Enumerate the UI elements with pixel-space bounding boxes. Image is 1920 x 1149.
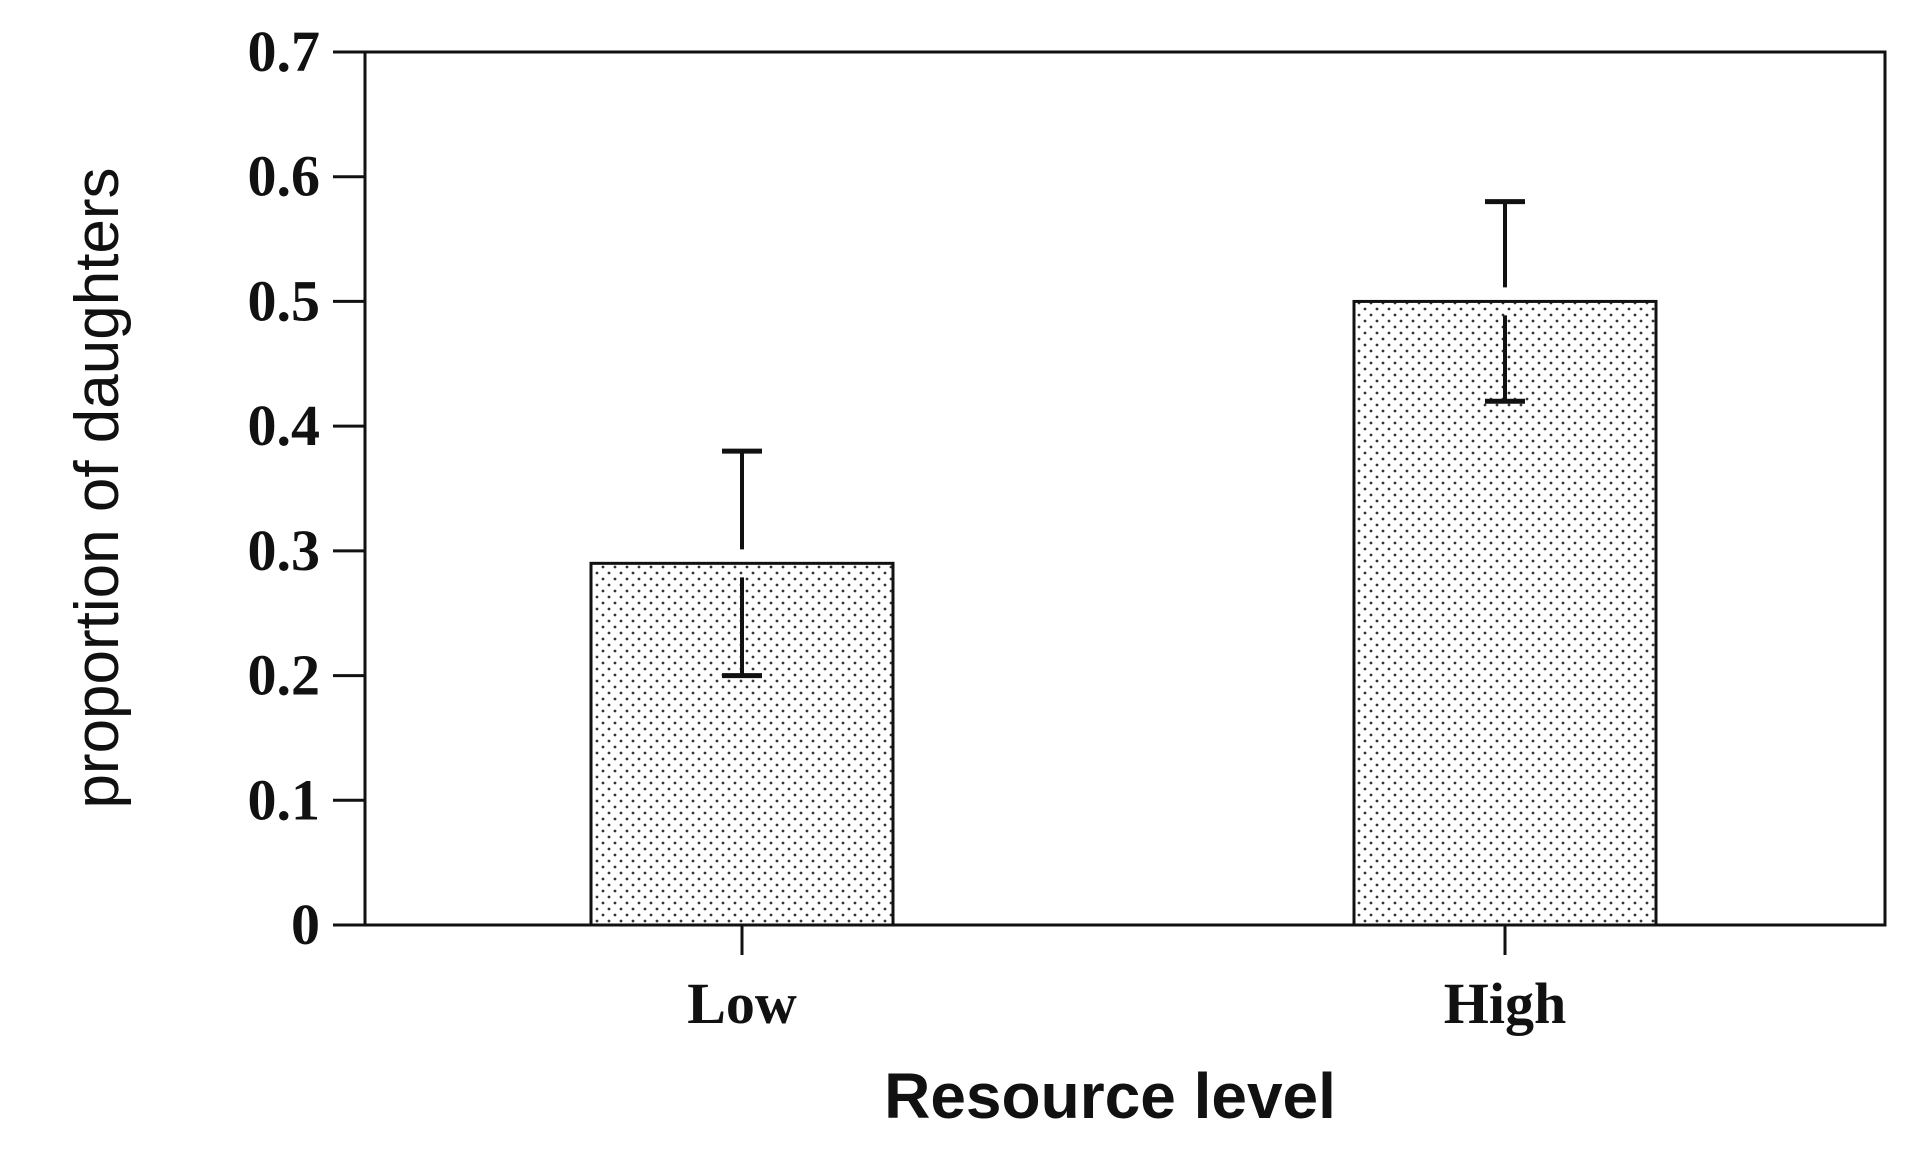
x-tick-label-low: Low (687, 971, 797, 1036)
y-tick-label: 0.4 (248, 393, 321, 458)
plot-area-frame (363, 50, 1887, 927)
y-tick-label: 0.6 (248, 144, 321, 209)
y-tick-label: 0.3 (248, 518, 321, 583)
y-tick-label: 0.2 (248, 643, 321, 708)
error-bars-layer (722, 199, 1525, 679)
x-axis-ticks: Low High (687, 925, 1566, 1036)
y-tick-label: 0.1 (248, 767, 321, 832)
y-axis-label: proportion of daughters (63, 167, 132, 808)
x-tick-label-high: High (1444, 971, 1567, 1036)
y-axis-ticks: 0 0.1 0.2 0.3 0.4 0.5 0.6 0.7 (248, 19, 365, 957)
x-axis-label: Resource level (884, 1060, 1336, 1132)
bars-layer (589, 299, 1658, 927)
error-bar-high (1485, 199, 1525, 404)
y-tick-label: 0.5 (248, 268, 321, 333)
y-tick-label: 0 (291, 892, 320, 957)
bar-high (1352, 299, 1658, 927)
y-tick-label: 0.7 (248, 19, 321, 84)
error-bar-low (722, 448, 762, 679)
